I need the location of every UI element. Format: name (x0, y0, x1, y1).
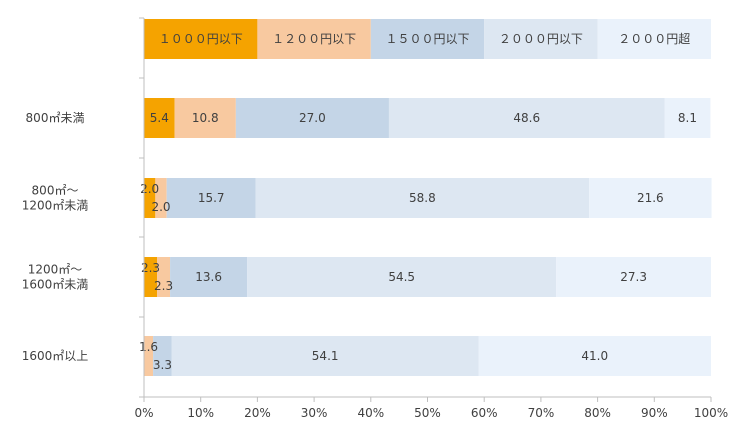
bar-segment (153, 336, 172, 376)
bar-segment (255, 178, 590, 218)
bar-segment (144, 257, 158, 297)
bar-segment (478, 336, 711, 376)
bar-segment (388, 98, 665, 138)
legend-label: １０００円以下 (159, 32, 243, 46)
data-label: 1.6 (139, 340, 158, 354)
data-label: 10.8 (192, 111, 219, 125)
data-label: 2.0 (140, 182, 159, 196)
bar-segment (171, 336, 479, 376)
bar-segment (235, 98, 389, 138)
x-tick-label: 40% (357, 406, 384, 420)
bar-segment (664, 98, 711, 138)
data-label: 21.6 (637, 191, 664, 205)
x-tick-label: 90% (641, 406, 668, 420)
data-label: 27.3 (620, 270, 647, 284)
legend-swatch (370, 19, 485, 59)
x-tick-label: 30% (301, 406, 328, 420)
bar-segment (170, 257, 248, 297)
legend-label: １２００円以下 (272, 32, 356, 46)
legend-swatch (597, 19, 711, 59)
data-label: 27.0 (299, 111, 326, 125)
data-label: 3.3 (153, 358, 172, 372)
legend-label: １５００円以下 (385, 32, 469, 46)
legend-label: ２０００円以下 (499, 32, 583, 46)
bar-segment (144, 336, 154, 376)
data-label: 54.1 (312, 349, 339, 363)
x-tick-label: 80% (584, 406, 611, 420)
bar-segment (155, 178, 167, 218)
legend-swatch (257, 19, 371, 59)
data-label: 58.8 (409, 191, 436, 205)
x-tick-label: 50% (414, 406, 441, 420)
x-tick-label: 60% (471, 406, 498, 420)
x-tick-label: 0% (134, 406, 153, 420)
data-label: 54.5 (388, 270, 415, 284)
bar-segment (157, 257, 171, 297)
legend-swatch (144, 19, 258, 59)
data-label: 2.0 (151, 200, 170, 214)
legend-swatch (484, 19, 598, 59)
x-tick-label: 100% (694, 406, 728, 420)
x-tick-label: 70% (528, 406, 555, 420)
legend-label: ２０００円超 (618, 31, 690, 46)
bar-segment (589, 178, 712, 218)
data-label: 2.3 (154, 279, 173, 293)
bar-segment (556, 257, 711, 297)
data-label: 15.7 (198, 191, 225, 205)
data-label: 13.6 (195, 270, 222, 284)
data-label: 41.0 (581, 349, 608, 363)
bar-segment (247, 257, 557, 297)
data-label: 2.3 (141, 261, 160, 275)
category-label: 800㎡未満 (26, 111, 85, 125)
x-tick-label: 20% (244, 406, 271, 420)
data-label: 5.4 (150, 111, 169, 125)
x-tick-label: 10% (187, 406, 214, 420)
category-label: 1200㎡～ (28, 263, 83, 277)
bar-segment (144, 178, 156, 218)
data-label: 8.1 (678, 111, 697, 125)
category-label: 1600㎡未満 (22, 278, 89, 292)
category-label: 1600㎡以上 (22, 349, 89, 363)
bar-segment (144, 98, 175, 138)
bar-segment (166, 178, 256, 218)
category-label: 800㎡～ (32, 184, 79, 198)
bar-segment (174, 98, 236, 138)
data-label: 48.6 (513, 111, 540, 125)
category-label: 1200㎡未満 (22, 199, 89, 213)
